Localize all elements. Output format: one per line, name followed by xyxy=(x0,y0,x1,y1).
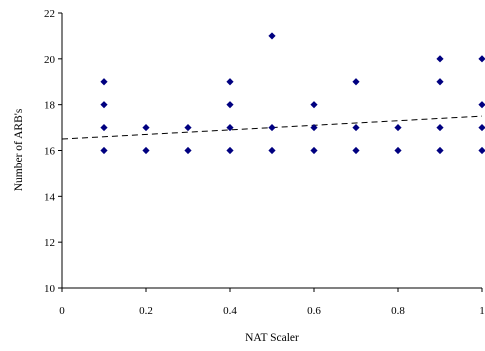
data-point xyxy=(352,146,360,155)
y-tick-label: 10 xyxy=(44,283,56,295)
data-point xyxy=(478,55,485,63)
x-tick-label: 0.4 xyxy=(223,305,237,317)
y-axis-title: Number of ARB's xyxy=(13,108,25,191)
data-point xyxy=(310,146,318,155)
y-tick-label: 16 xyxy=(44,146,56,158)
x-tick-label: 0.6 xyxy=(307,305,321,317)
data-point xyxy=(436,55,444,63)
data-point xyxy=(436,146,444,155)
data-point xyxy=(268,146,276,155)
data-point xyxy=(394,146,402,155)
x-tick-label: 0 xyxy=(59,305,65,317)
data-point xyxy=(310,123,318,132)
data-point xyxy=(142,123,150,132)
data-point xyxy=(352,78,360,86)
data-point xyxy=(268,32,276,40)
data-point xyxy=(100,78,108,86)
data-point xyxy=(394,123,402,132)
data-point xyxy=(436,78,444,86)
data-point xyxy=(226,78,234,86)
data-point xyxy=(268,123,276,132)
data-point xyxy=(478,146,485,155)
y-tick-label: 14 xyxy=(44,191,56,203)
data-point xyxy=(436,123,444,132)
x-axis-ticks: 0 0.2 0.4 0.6 0.8 1 xyxy=(59,288,485,317)
data-point xyxy=(142,146,150,155)
y-tick-label: 12 xyxy=(44,237,55,249)
y-tick-label: 20 xyxy=(44,54,56,66)
x-tick-label: 0.8 xyxy=(391,305,405,317)
data-point xyxy=(478,123,485,132)
data-point xyxy=(310,101,318,109)
data-point xyxy=(184,123,192,132)
x-tick-label: 1 xyxy=(479,305,485,317)
data-point xyxy=(352,123,360,132)
data-point xyxy=(100,123,108,132)
data-point xyxy=(184,146,192,155)
x-axis-title: NAT Scaler xyxy=(245,332,299,344)
y-tick-label: 22 xyxy=(44,8,55,20)
data-point xyxy=(478,101,485,109)
plot-area: 10 12 14 16 18 20 22 0 0.2 0.4 0.6 0.8 1 xyxy=(44,8,485,317)
x-tick-label: 0.2 xyxy=(139,305,153,317)
data-point xyxy=(100,101,108,109)
y-tick-label: 18 xyxy=(44,100,56,112)
data-point xyxy=(226,123,234,132)
data-point xyxy=(226,146,234,155)
data-points xyxy=(100,32,485,155)
y-axis-ticks: 10 12 14 16 18 20 22 xyxy=(44,8,62,295)
data-point xyxy=(100,146,108,155)
data-point xyxy=(226,101,234,109)
